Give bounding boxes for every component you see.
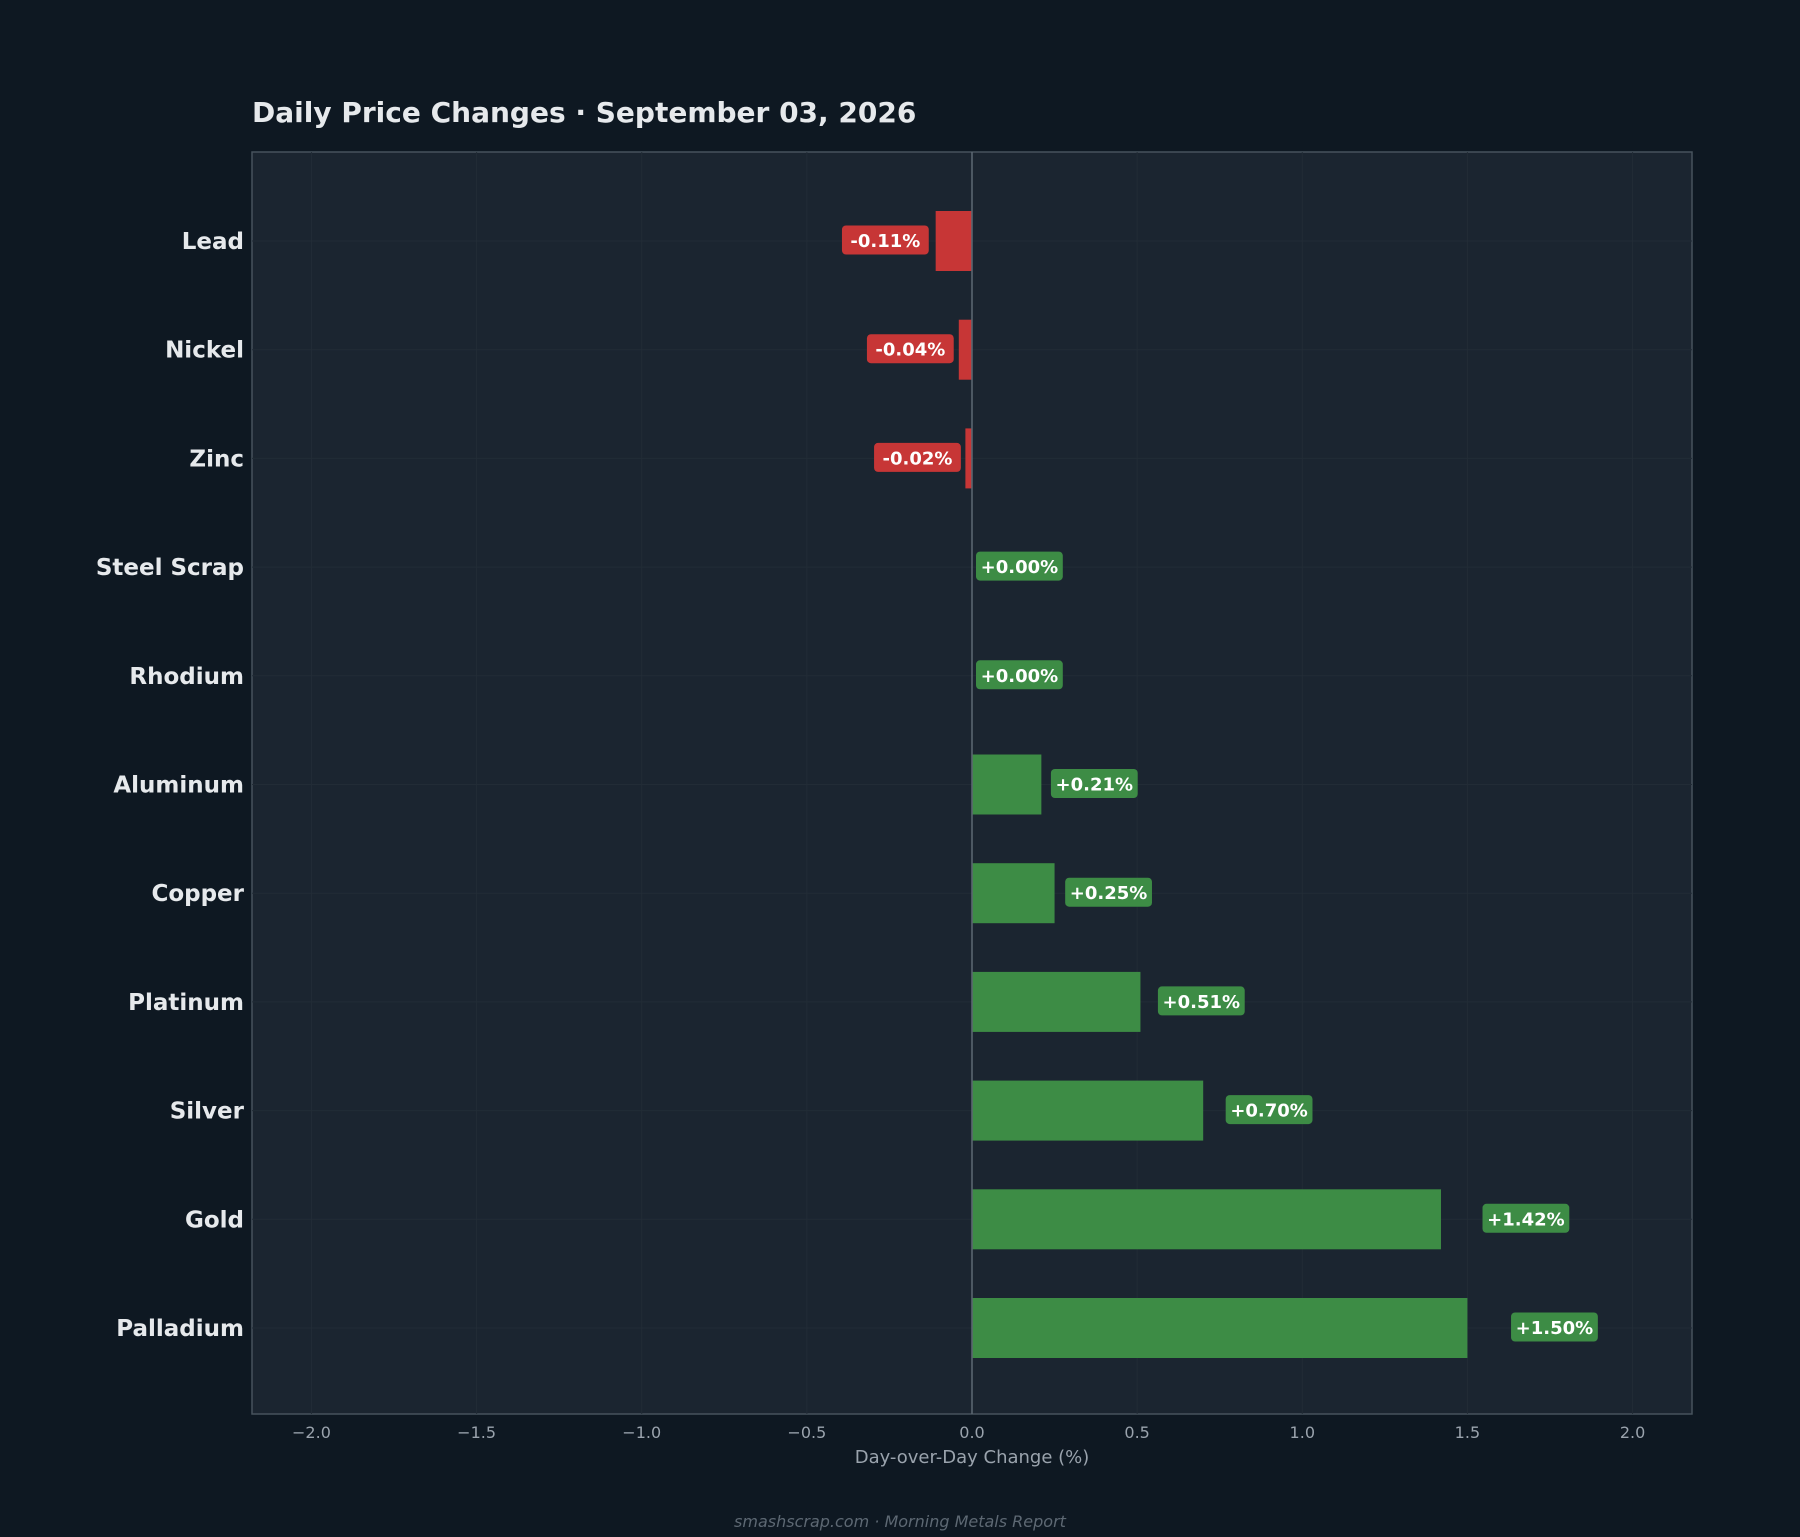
x-axis-label: Day-over-Day Change (%) xyxy=(855,1447,1090,1468)
data-label-badge xyxy=(976,660,1063,690)
x-tick-label: 0.0 xyxy=(959,1423,984,1442)
chart-title: Daily Price Changes · September 03, 2026 xyxy=(252,96,916,129)
x-tick-label: −2.0 xyxy=(292,1423,331,1442)
data-labels-layer: -0.11% -0.04% -0.02% +0.00% +0.00% +0.21% +0.2… xyxy=(841,225,1598,1342)
category-label: Platinum xyxy=(128,990,244,1016)
bar xyxy=(965,428,972,489)
data-label-badge xyxy=(1050,769,1138,798)
x-tick-label: 2.0 xyxy=(1620,1423,1645,1442)
x-tick-label: 1.5 xyxy=(1455,1423,1480,1442)
data-label: +0.00% xyxy=(981,666,1059,687)
category-label: Copper xyxy=(151,881,244,907)
category-label: Zinc xyxy=(189,446,244,472)
category-labels-layer: Lead Nickel Zinc Steel Scrap Rhodium Aluminum… xyxy=(96,229,245,1342)
data-label-badge xyxy=(1157,986,1245,1016)
bar xyxy=(972,1298,1468,1358)
category-label: Nickel xyxy=(165,338,244,364)
data-label-badge xyxy=(874,442,961,472)
bar xyxy=(935,211,972,271)
bar xyxy=(958,319,972,380)
category-label: Gold xyxy=(185,1207,244,1233)
data-label-badge xyxy=(1482,1203,1570,1233)
x-tick-label: −1.0 xyxy=(622,1423,661,1442)
category-label: Lead xyxy=(182,229,244,255)
data-label: +1.42% xyxy=(1487,1209,1565,1230)
bar xyxy=(972,1080,1204,1141)
data-label-badge xyxy=(1225,1095,1313,1125)
x-tick-label: 0.5 xyxy=(1124,1423,1149,1442)
data-label-badge xyxy=(1065,877,1152,907)
category-label: Palladium xyxy=(116,1316,244,1342)
bar xyxy=(972,754,1042,815)
category-label: Aluminum xyxy=(113,773,244,799)
bar xyxy=(972,971,1141,1032)
data-label: -0.02% xyxy=(883,448,953,469)
data-label-badge xyxy=(1511,1312,1598,1342)
bar xyxy=(972,863,1055,924)
data-label-badge xyxy=(841,225,929,255)
data-label: -0.11% xyxy=(850,231,920,252)
data-label: +0.70% xyxy=(1230,1101,1308,1122)
data-label: +0.51% xyxy=(1163,992,1241,1013)
x-tick-label: −0.5 xyxy=(787,1423,826,1442)
footer-credit: smashscrap.com · Morning Metals Report xyxy=(734,1512,1067,1531)
category-label: Silver xyxy=(170,1099,245,1125)
bars-layer xyxy=(935,211,1468,1358)
x-tick-label: −1.5 xyxy=(457,1423,496,1442)
data-label: +0.21% xyxy=(1056,775,1134,796)
data-label-badge xyxy=(866,334,954,364)
category-label: Rhodium xyxy=(129,664,244,690)
data-label: +0.25% xyxy=(1070,883,1148,904)
data-label: -0.04% xyxy=(875,340,945,361)
bar xyxy=(972,1189,1441,1250)
x-tick-label: 1.0 xyxy=(1290,1423,1315,1442)
category-label: Steel Scrap xyxy=(96,555,244,581)
x-tick-labels-layer: −2.0 −1.5 −1.0 −0.5 0.0 0.5 1.0 1.5 2.0 xyxy=(292,1423,1645,1442)
data-label-badge xyxy=(976,551,1063,581)
data-label: +1.50% xyxy=(1516,1318,1594,1339)
data-label: +0.00% xyxy=(981,557,1059,578)
